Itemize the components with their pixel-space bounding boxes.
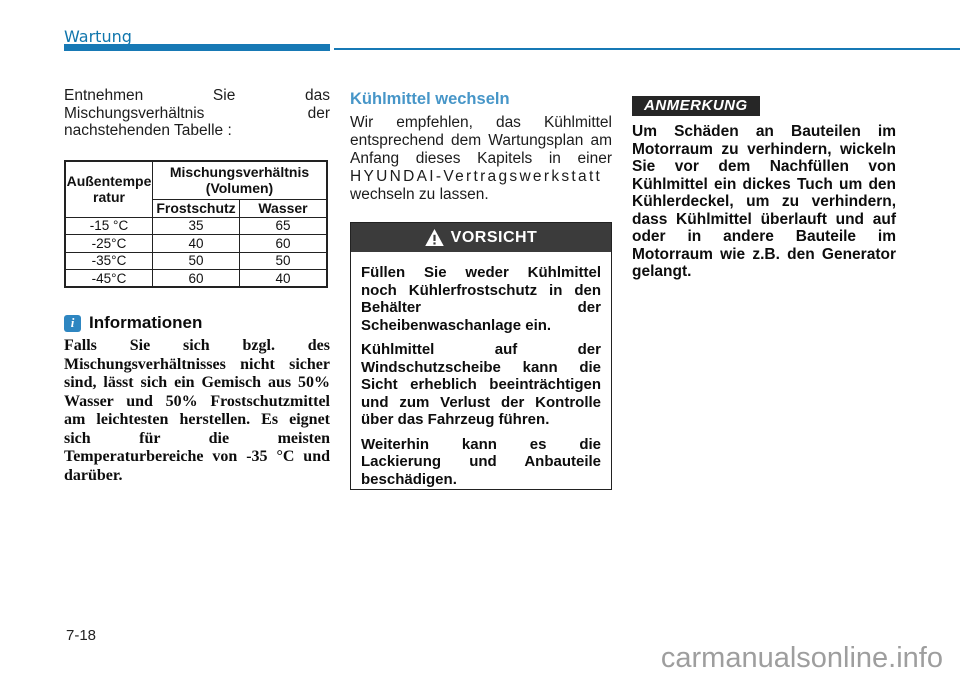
caution-paragraph: Kühlmittel auf der Windschutzscheibe kan… [361,341,601,429]
caution-line: und zum Verlust der Kontrolle [361,393,601,411]
note-line: oder in andere Bauteile im [632,228,896,245]
table-row: -15 °C 35 65 [64,216,328,235]
note-line: Kühlmittel ein dickes Tuch um den [632,175,896,193]
cell-temperature: -15 °C [64,216,153,235]
information-line: sich für die meisten [64,429,330,447]
topic-heading: Kühlmittel wechseln [350,90,510,108]
caution-line: Kühlmittel auf der [361,341,601,358]
information-line: Mischungsverhältnisses nicht sicher [64,355,330,373]
information-line: Falls Sie sich bzgl. des [64,337,330,354]
cell-water: 50 [239,251,328,270]
cell-temperature: -35°C [64,251,153,270]
caution-line: beschädigen. [361,470,457,488]
cell-water: 65 [239,216,328,235]
intro-line: Mischungsverhältnis der [64,104,330,122]
table-row: -45°C 60 40 [64,269,328,288]
cell-temperature: -25°C [64,234,153,253]
warning-triangle-icon [424,229,444,246]
information-line: darüber. [64,466,123,484]
note-line: Sie vor dem Nachfüllen von [632,158,896,175]
watermark-text: carmanualsonline.info [660,642,943,674]
caution-body: Füllen Sie weder Kühlmittel noch Kühlerf… [351,252,611,488]
caution-title: VORSICHT [450,228,538,246]
information-header: i Informationen [64,313,202,333]
note-line: Motorraum zu verhindern, wickeln [632,140,896,158]
caution-line: über das Fahrzeug führen. [361,411,550,428]
note-label: ANMERKUNG [632,96,760,116]
header-accent-bar [64,44,330,51]
cell-antifreeze: 60 [152,269,240,288]
caution-line: Weiterhin kann es die [361,435,601,453]
caution-line: Behälter der [361,299,601,316]
section-title: Wartung [64,27,132,46]
cell-water: 60 [239,234,328,253]
table-header-antifreeze: Frostschutz [152,198,240,218]
page-number: 7-18 [66,627,97,644]
table-row: -35°C 50 50 [64,251,328,270]
information-title: Informationen [89,313,203,332]
topic-line: HYUNDAI-Vertragswerkstatt [350,168,603,185]
information-paragraph: Falls Sie sich bzgl. des Mischungsverhäl… [64,337,330,485]
caution-line: Füllen Sie weder Kühlmittel [361,264,601,281]
note-line: dass Kühlmittel überlauft und auf [632,210,896,228]
caution-line: Scheibenwaschanlage ein. [361,316,552,334]
note-line: Motorraum wie z.B. den Generator [632,245,896,263]
note-paragraph: Um Schäden an Bauteilen im Motorraum zu … [632,123,896,281]
cell-antifreeze: 35 [152,216,240,235]
caution-paragraph: Füllen Sie weder Kühlmittel noch Kühlerf… [361,264,601,334]
table-header-mixture: Mischungsverhältnis (Volumen) [152,160,328,200]
information-line: Wasser und 50% Frostschutzmittel [64,392,330,410]
caution-box: VORSICHT Füllen Sie weder Kühlmittel noc… [350,222,612,490]
note-line: Um Schäden an Bauteilen im [632,123,896,140]
intro-paragraph: Entnehmen Sie das Mischungsverhältnis de… [64,87,330,140]
caution-line: Windschutzscheibe kann die [361,358,601,376]
header-rule-line [334,47,960,50]
caution-line: Lackierung und Anbauteile [361,453,601,470]
intro-line: nachstehenden Tabelle : [64,122,232,139]
information-icon: i [64,314,81,332]
information-line: sind, lässt sich ein Gemisch aus 50% [64,374,330,391]
cell-antifreeze: 40 [152,234,240,253]
information-line: Temperaturbereiche von -35 °C und [64,448,330,465]
caution-header: VORSICHT [351,223,611,252]
caution-line: Sicht erheblich beeinträchtigen [361,376,601,393]
coolant-mixture-table: Außentempe ratur Mischungsverhältnis (Vo… [64,160,328,288]
caution-paragraph: Weiterhin kann es die Lackierung und Anb… [361,436,601,489]
information-line: am leichtesten herstellen. Es eignet [64,411,330,428]
intro-line: Entnehmen Sie das [64,87,330,104]
table-header-water: Wasser [239,198,328,218]
topic-paragraph: Wir empfehlen, das Kühlmittel entspreche… [350,114,612,204]
table-row: -25°C 40 60 [64,234,328,253]
cell-temperature: -45°C [64,269,153,288]
caution-line: noch Kühlerfrostschutz in den [361,281,601,299]
note-line: Kühlerdeckel, um zu verhindern, [632,193,896,210]
topic-line: wechseln zu lassen. [350,186,489,203]
cell-antifreeze: 50 [152,251,240,270]
table-header-temperature: Außentempe ratur [64,160,153,218]
topic-line: entsprechend dem Wartungsplan am [350,132,612,149]
cell-water: 40 [239,269,328,288]
topic-line: Anfang dieses Kapitels in einer [350,150,612,167]
topic-line: Wir empfehlen, das Kühlmittel [350,114,612,131]
note-line: gelangt. [632,263,692,280]
